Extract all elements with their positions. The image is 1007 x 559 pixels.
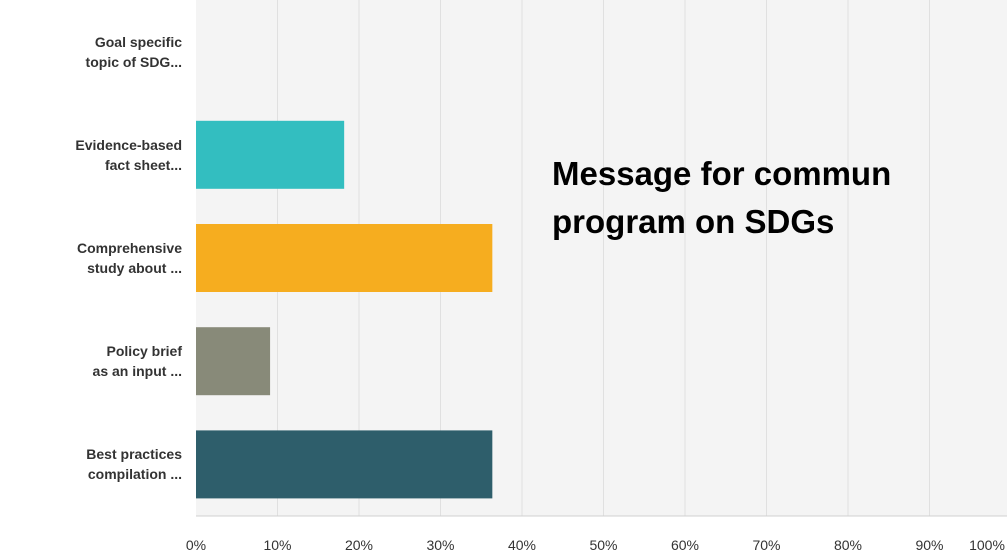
x-tick-label: 70% (752, 537, 781, 553)
bar[interactable] (196, 224, 493, 292)
x-tick-label: 0% (185, 537, 207, 553)
category-label: Goal specific topic of SDG... (85, 33, 182, 70)
x-tick-label: 90% (915, 537, 944, 553)
x-tick-label: 50% (589, 537, 618, 553)
bars (196, 120, 493, 499)
x-tick-label: 80% (833, 537, 863, 553)
x-tick-label: 40% (507, 537, 537, 553)
overlay-title: Message for commun program on SDGs (552, 155, 892, 240)
category-label: Comprehensive study about ... (76, 240, 182, 276)
x-tick-label: 30% (426, 537, 455, 553)
bar[interactable] (196, 327, 271, 396)
category-label: Best practices compilation ... (86, 446, 182, 483)
bar[interactable] (196, 430, 493, 499)
x-tick-label: 60% (670, 537, 700, 553)
x-tick-label: 20% (344, 537, 374, 553)
category-label: Evidence-based fact sheet... (75, 136, 182, 173)
category-label: Policy brief as an input ... (92, 343, 182, 380)
x-tick-label: 100% (969, 537, 1005, 553)
x-tick-label: 10% (263, 537, 292, 553)
bar[interactable] (196, 120, 345, 189)
